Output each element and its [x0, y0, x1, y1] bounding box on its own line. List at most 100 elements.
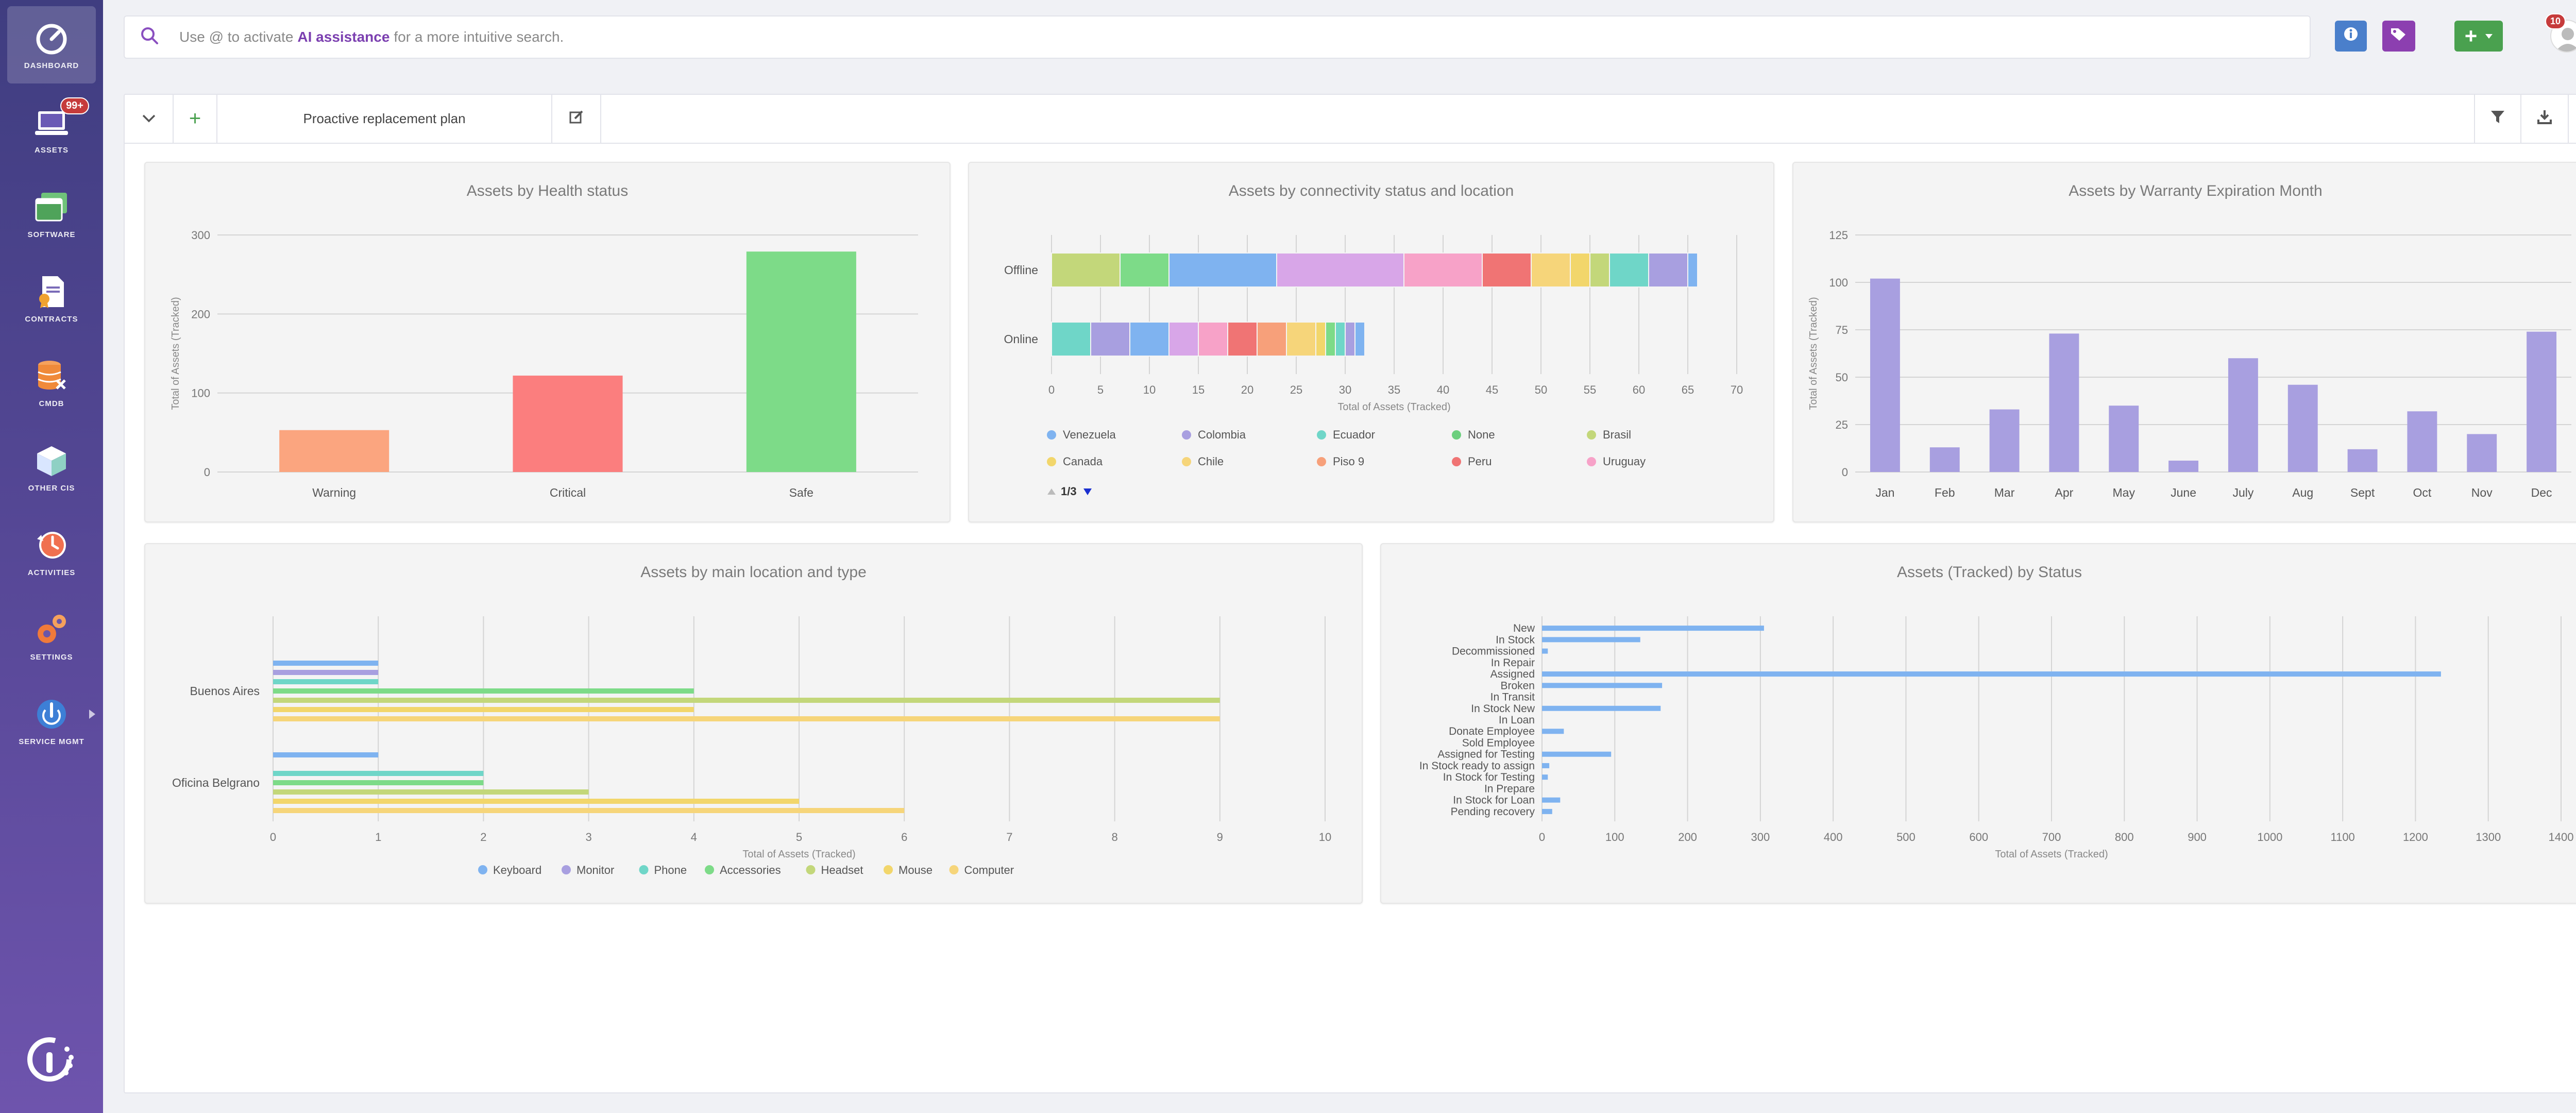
chart-card-status: Assets (Tracked) by Status 0 100 200 300 400… [1380, 543, 2576, 904]
legend-item: Mouse [899, 864, 933, 876]
chart-card-connectivity: Assets by connectivity status and locati… [968, 162, 1774, 522]
tab-proactive-replacement-plan[interactable]: Proactive replacement plan [217, 95, 552, 143]
bar [1542, 648, 1548, 654]
y-tick-label: In Loan [1499, 714, 1535, 726]
chart-title: Assets by Warranty Expiration Month [2069, 182, 2323, 199]
tab-bar: + Proactive replacement plan [125, 95, 2576, 144]
plus-icon: + [2464, 24, 2478, 48]
x-tick-label: Feb [1935, 486, 1955, 499]
legend-swatch [1182, 457, 1191, 466]
bar-segment [1589, 252, 1610, 288]
bar [2527, 331, 2557, 472]
sidebar-item-software[interactable]: SOFTWARE [7, 175, 96, 252]
sidebar-item-assets[interactable]: 99+ ASSETS [7, 91, 96, 168]
legend-swatch [562, 865, 571, 874]
y-tick-label: In Stock ready to assign [1419, 760, 1535, 772]
x-tick-label: Critical [550, 486, 586, 499]
bar [1929, 447, 1960, 472]
y-tick-label: In Transit [1490, 692, 1535, 703]
expand-arrow-icon [89, 709, 95, 719]
sidebar-item-label: SOFTWARE [27, 230, 76, 239]
chart-card-warranty: Assets by Warranty Expiration Month 0 25 5… [1792, 162, 2576, 522]
chart-title: Assets (Tracked) by Status [1896, 564, 2082, 581]
tags-button[interactable] [2382, 21, 2415, 52]
sidebar-item-settings[interactable]: SETTINGS [7, 598, 96, 675]
x-tick-label: Jan [1875, 486, 1894, 499]
legend-swatch [1587, 430, 1596, 440]
sidebar-item-label: DASHBOARD [24, 61, 79, 70]
legend-item: Uruguay [1603, 455, 1646, 468]
sidebar-item-dashboard[interactable]: DASHBOARD [7, 6, 96, 83]
x-tick-label: 6 [901, 831, 907, 844]
bar [273, 688, 694, 694]
legend-item: Venezuela [1063, 428, 1116, 441]
x-tick-label: 900 [2188, 831, 2207, 844]
x-tick-label: 5 [796, 831, 802, 844]
x-tick-label: July [2232, 486, 2253, 499]
health-status-chart: 0 100 200 300 Warning Critical Safe Total of As… [170, 229, 918, 499]
y-tick-label: In Stock New [1471, 703, 1535, 715]
edit-icon [569, 109, 584, 128]
sidebar-item-contracts[interactable]: CONTRACTS [7, 260, 96, 337]
bar [1542, 626, 1764, 631]
x-tick-label: 800 [2115, 831, 2134, 844]
legend-item: Headset [821, 864, 863, 876]
x-tick-label: 65 [1682, 383, 1694, 396]
search-input[interactable]: Use @ to activate AI assistance for a mo… [124, 15, 2311, 59]
sidebar-item-cmdb[interactable]: CMDB [7, 344, 96, 421]
ai-assistance-link[interactable]: AI assistance [297, 29, 390, 45]
bar-segment [1051, 322, 1091, 357]
add-new-button[interactable]: + [2454, 21, 2503, 52]
y-tick-label: 300 [191, 229, 210, 242]
dashboard-panel: + Proactive replacement plan Assets by H… [124, 94, 2576, 1093]
legend-item: Brasil [1603, 428, 1631, 441]
database-icon [33, 358, 70, 394]
sidebar-item-service-mgmt[interactable]: SERVICE MGMT [7, 682, 96, 760]
bar-segment [1531, 252, 1571, 288]
bar-segment [1482, 252, 1532, 288]
x-tick-label: 0 [1539, 831, 1545, 844]
download-button[interactable] [2521, 95, 2569, 143]
sidebar-item-label: ASSETS [34, 145, 69, 155]
bar-segment [1257, 322, 1287, 357]
user-menu[interactable]: 10 [2545, 13, 2576, 58]
sidebar-item-other-cis[interactable]: OTHER CIS [7, 429, 96, 506]
bar [2407, 411, 2437, 472]
x-tick-label: 300 [1751, 831, 1770, 844]
collapse-button[interactable] [125, 95, 174, 143]
y-tick-label: Pending recovery [1451, 806, 1535, 818]
legend-item: Accessories [720, 864, 781, 876]
fullscreen-button[interactable] [2569, 95, 2576, 143]
info-button[interactable] [2335, 21, 2367, 52]
edit-tab-button[interactable] [552, 95, 601, 143]
x-tick-label: 500 [1896, 831, 1916, 844]
y-tick-label: 50 [1836, 371, 1848, 384]
bar-segment [1570, 252, 1590, 288]
x-tick-label: 70 [1731, 383, 1743, 396]
bar-segment [1168, 322, 1199, 357]
app-logo [26, 1034, 77, 1085]
legend-item: None [1468, 428, 1495, 441]
y-tick-label: In Prepare [1484, 783, 1535, 795]
y-tick-label: Assigned for Testing [1437, 749, 1535, 761]
bar [1542, 683, 1663, 688]
x-tick-label: Nov [2471, 486, 2493, 499]
y-tick-label: Assigned [1490, 668, 1535, 680]
bar [1542, 763, 1550, 768]
bar [513, 375, 623, 472]
warranty-chart: 0 25 50 75 100 125 Jan Feb Mar Apr May June July Aug S… [1808, 229, 2571, 499]
y-tick-label: 200 [191, 308, 210, 321]
add-tab-button[interactable]: + [174, 95, 217, 143]
legend-swatch [478, 865, 487, 874]
sidebar-item-activities[interactable]: ACTIVITIES [7, 513, 96, 591]
bar-segment [1198, 322, 1228, 357]
bar [273, 752, 379, 757]
x-tick-label: 1400 [2549, 831, 2574, 844]
y-tick-label: Sold Employee [1462, 737, 1535, 749]
x-axis-label: Total of Assets (Tracked) [742, 849, 855, 860]
legend-swatch [1047, 430, 1056, 440]
filter-button[interactable] [2474, 95, 2521, 143]
bar-segment [1276, 252, 1404, 288]
bar [2287, 384, 2318, 472]
x-tick-label: 600 [1969, 831, 1988, 844]
